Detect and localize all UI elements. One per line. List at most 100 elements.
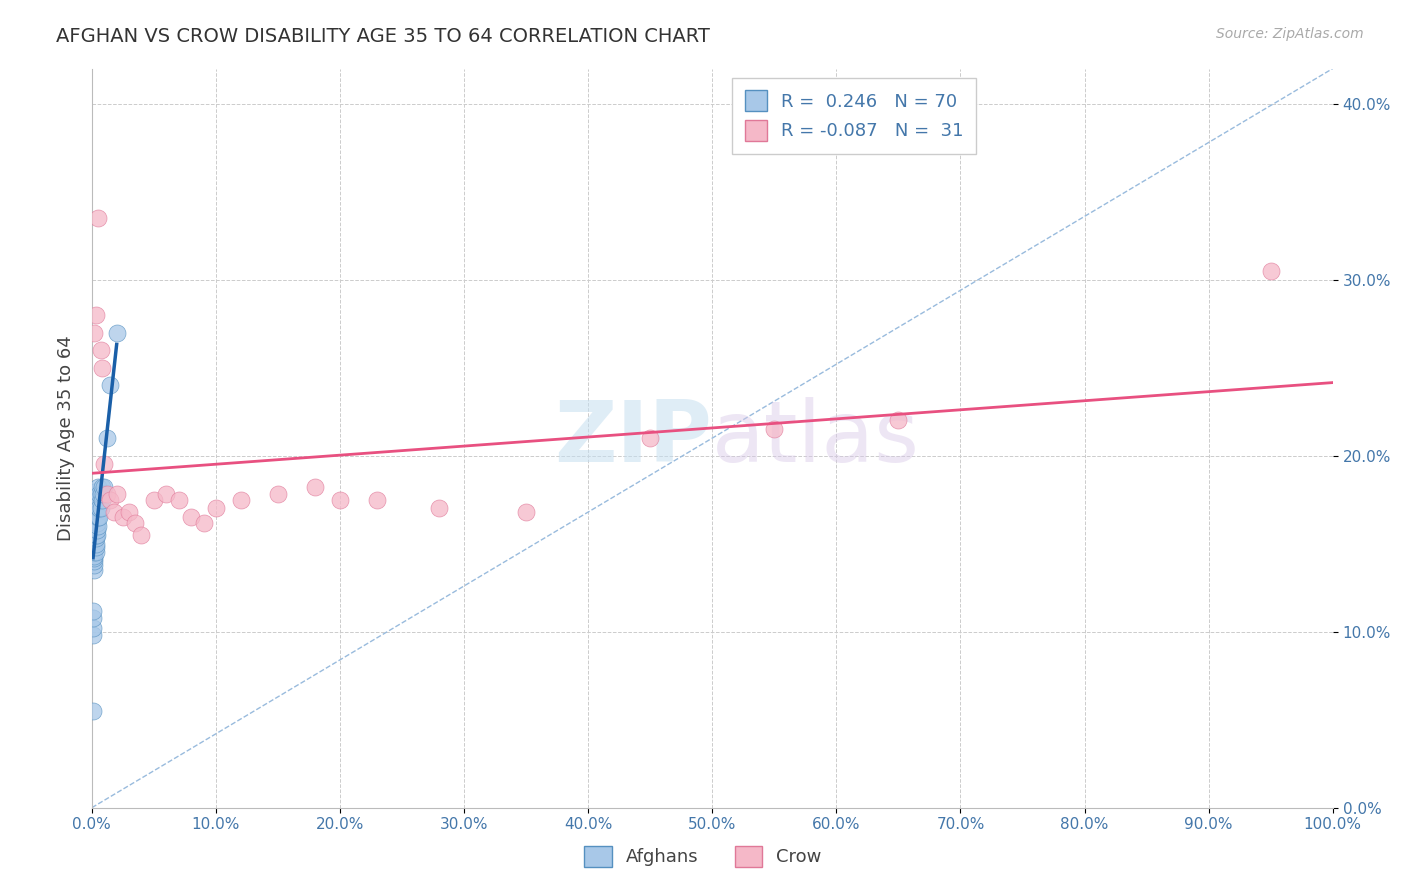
Point	[86, 528, 108, 542]
Point	[83, 550, 105, 565]
Point	[89, 487, 111, 501]
Point	[82, 532, 104, 546]
Point	[155, 487, 177, 501]
Point	[82, 533, 104, 548]
Text: Source: ZipAtlas.com: Source: ZipAtlas.com	[1216, 27, 1364, 41]
Point	[205, 501, 228, 516]
Y-axis label: Disability Age 35 to 64: Disability Age 35 to 64	[58, 335, 75, 541]
Point	[111, 510, 134, 524]
Point	[82, 549, 104, 563]
Point	[82, 528, 104, 542]
Point	[83, 549, 105, 563]
Point	[86, 483, 108, 498]
Point	[90, 480, 112, 494]
Point	[87, 492, 110, 507]
Point	[84, 523, 107, 537]
Point	[90, 501, 112, 516]
Point	[167, 492, 190, 507]
Point	[82, 524, 104, 539]
Text: atlas: atlas	[713, 397, 921, 480]
Point	[124, 516, 146, 530]
Point	[100, 378, 122, 392]
Point	[1260, 264, 1282, 278]
Point	[267, 487, 290, 501]
Text: AFGHAN VS CROW DISABILITY AGE 35 TO 64 CORRELATION CHART: AFGHAN VS CROW DISABILITY AGE 35 TO 64 C…	[56, 27, 710, 45]
Point	[86, 510, 108, 524]
Point	[83, 558, 105, 572]
Text: ZIP: ZIP	[554, 397, 713, 480]
Point	[180, 510, 202, 524]
Point	[142, 492, 165, 507]
Legend: R =  0.246   N = 70, R = -0.087   N =  31: R = 0.246 N = 70, R = -0.087 N = 31	[733, 78, 976, 153]
Point	[82, 540, 104, 554]
Point	[83, 510, 105, 524]
Point	[83, 537, 105, 551]
Point	[82, 537, 104, 551]
Point	[91, 487, 114, 501]
Point	[83, 528, 105, 542]
Point	[82, 541, 104, 556]
Point	[82, 523, 104, 537]
Point	[366, 492, 388, 507]
Point	[84, 537, 107, 551]
Point	[86, 501, 108, 516]
Point	[90, 487, 112, 501]
Point	[83, 514, 105, 528]
Point	[96, 431, 118, 445]
Point	[82, 603, 104, 617]
Legend: Afghans, Crow: Afghans, Crow	[578, 838, 828, 874]
Point	[89, 510, 111, 524]
Point	[193, 516, 215, 530]
Point	[82, 610, 104, 624]
Point	[763, 422, 786, 436]
Point	[83, 563, 105, 577]
Point	[83, 545, 105, 559]
Point	[82, 628, 104, 642]
Point	[90, 343, 112, 357]
Point	[86, 523, 108, 537]
Point	[87, 519, 110, 533]
Point	[100, 492, 122, 507]
Point	[638, 431, 661, 445]
Point	[83, 505, 105, 519]
Point	[105, 326, 128, 340]
Point	[83, 532, 105, 546]
Point	[84, 501, 107, 516]
Point	[84, 540, 107, 554]
Point	[90, 360, 112, 375]
Point	[84, 492, 107, 507]
Point	[84, 545, 107, 559]
Point	[82, 514, 104, 528]
Point	[82, 519, 104, 533]
Point	[84, 528, 107, 542]
Point	[93, 480, 115, 494]
Point	[83, 554, 105, 568]
Point	[90, 492, 112, 507]
Point	[82, 554, 104, 568]
Point	[887, 413, 910, 427]
Point	[83, 519, 105, 533]
Point	[87, 211, 110, 226]
Point	[304, 480, 326, 494]
Point	[96, 487, 118, 501]
Point	[515, 505, 537, 519]
Point	[83, 501, 105, 516]
Point	[84, 532, 107, 546]
Point	[86, 492, 108, 507]
Point	[82, 545, 104, 559]
Point	[103, 505, 125, 519]
Point	[84, 516, 107, 530]
Point	[131, 528, 153, 542]
Point	[86, 516, 108, 530]
Point	[82, 704, 104, 718]
Point	[229, 492, 252, 507]
Point	[82, 621, 104, 635]
Point	[89, 501, 111, 516]
Point	[83, 523, 105, 537]
Point	[105, 487, 128, 501]
Point	[84, 510, 107, 524]
Point	[84, 308, 107, 322]
Point	[82, 537, 104, 551]
Point	[87, 510, 110, 524]
Point	[82, 516, 104, 530]
